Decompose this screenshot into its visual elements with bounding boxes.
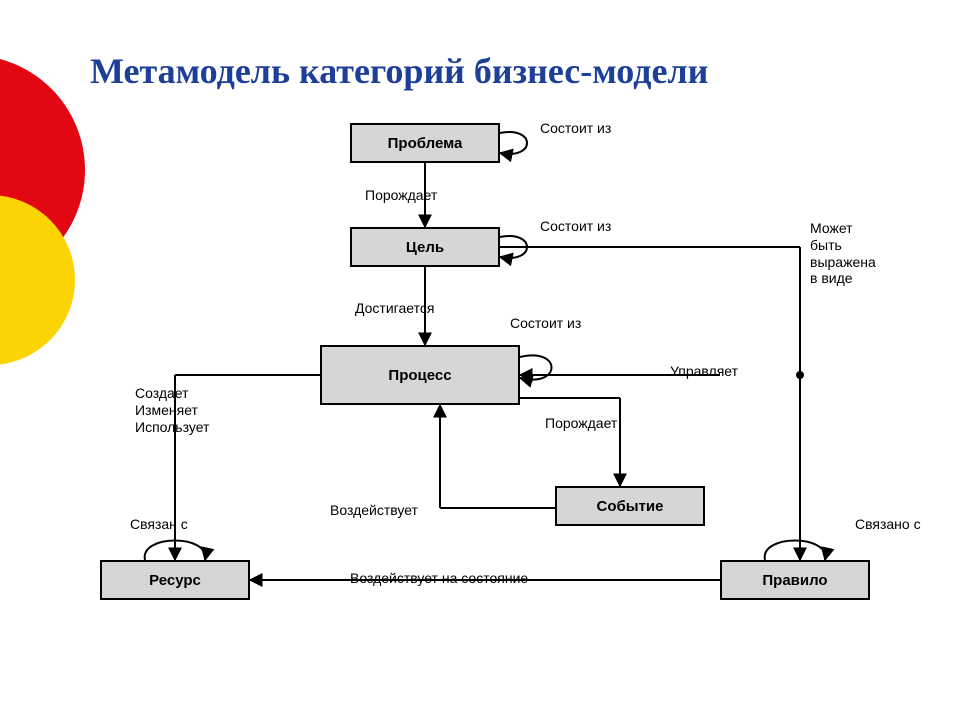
- node-process-label: Процесс: [388, 367, 451, 384]
- label-reach: Достигается: [355, 300, 434, 317]
- label-goal-rule: Может быть выражена в виде: [810, 220, 876, 287]
- node-problem: Проблема: [350, 123, 500, 163]
- node-resource: Ресурс: [100, 560, 250, 600]
- page-title: Метамодель категорий бизнес-модели: [90, 50, 708, 92]
- label-rule-process: Управляет: [670, 363, 738, 380]
- node-event-label: Событие: [597, 498, 664, 515]
- node-problem-label: Проблема: [388, 135, 463, 152]
- label-rule-resource: Воздействует на состояние: [350, 570, 528, 587]
- node-process: Процесс: [320, 345, 520, 405]
- node-rule: Правило: [720, 560, 870, 600]
- node-goal: Цель: [350, 227, 500, 267]
- label-self-rule: Связано с: [855, 516, 921, 533]
- node-rule-label: Правило: [762, 572, 827, 589]
- label-gen-goal: Порождает: [365, 187, 437, 204]
- label-self-problem: Состоит из: [540, 120, 611, 137]
- node-goal-label: Цель: [406, 239, 444, 256]
- label-event-proc: Воздействует: [330, 502, 418, 519]
- label-create-use: Создает Изменяет Использует: [135, 385, 209, 435]
- label-self-goal: Состоит из: [540, 218, 611, 235]
- label-self-resource: Связан с: [130, 516, 188, 533]
- node-event: Событие: [555, 486, 705, 526]
- node-resource-label: Ресурс: [149, 572, 201, 589]
- label-self-process: Состоит из: [510, 315, 581, 332]
- label-proc-event: Порождает: [545, 415, 617, 432]
